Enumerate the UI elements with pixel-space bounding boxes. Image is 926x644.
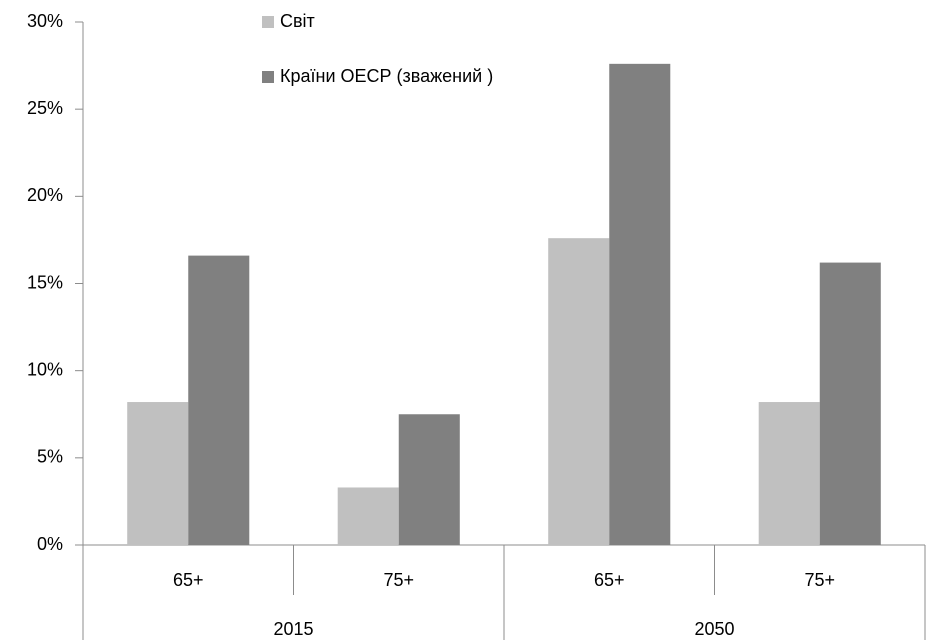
bar xyxy=(337,487,399,545)
bar xyxy=(548,238,610,545)
bar xyxy=(127,402,189,545)
legend-swatch xyxy=(262,71,274,83)
y-tick-label: 25% xyxy=(27,98,63,118)
bar xyxy=(758,402,820,545)
x-tick-label: 65+ xyxy=(594,570,625,590)
bar xyxy=(188,255,250,545)
group-label: 2050 xyxy=(694,619,734,639)
legend-label: Країни ОЕСР (зважений ) xyxy=(280,66,493,86)
y-tick-label: 20% xyxy=(27,185,63,205)
y-tick-label: 30% xyxy=(27,11,63,31)
legend-swatch xyxy=(262,16,274,28)
legend-label: Світ xyxy=(280,11,315,31)
y-tick-label: 5% xyxy=(37,447,63,467)
group-label: 2015 xyxy=(273,619,313,639)
bar xyxy=(819,262,881,545)
bar xyxy=(398,414,460,545)
x-tick-label: 75+ xyxy=(383,570,414,590)
x-tick-label: 65+ xyxy=(173,570,204,590)
x-tick-label: 75+ xyxy=(804,570,835,590)
bar xyxy=(609,63,671,546)
y-tick-label: 0% xyxy=(37,534,63,554)
y-tick-label: 10% xyxy=(27,359,63,379)
y-tick-label: 15% xyxy=(27,272,63,292)
